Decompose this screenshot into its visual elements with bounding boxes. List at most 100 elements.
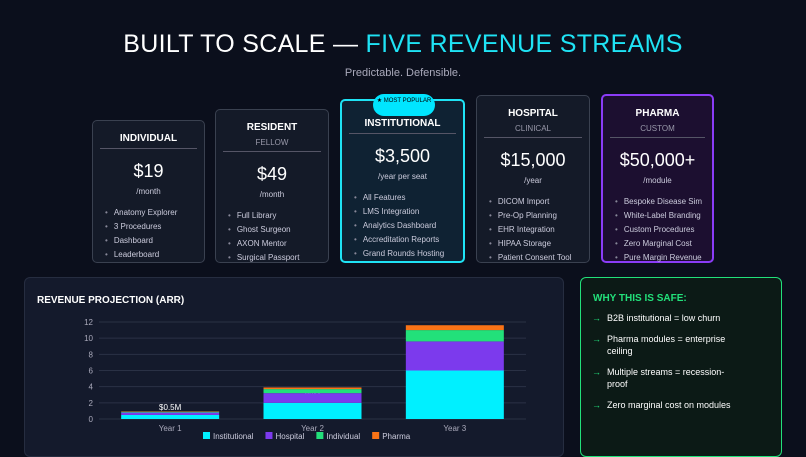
feature-list: Anatomy Explorer3 ProceduresDashboardLea…	[93, 206, 177, 262]
plan-name: RESIDENT	[247, 122, 298, 133]
bar-segment	[406, 330, 504, 341]
why-item: Pharma modules = enterprise ceiling	[592, 333, 741, 357]
plan-card: RESIDENT FELLOW $49/month Full LibraryGhost…	[215, 109, 329, 263]
legend-label: Institutional	[213, 432, 254, 441]
x-tick-label: Year 2	[301, 424, 324, 433]
bar-segment	[406, 325, 504, 330]
plan-period: /module	[643, 176, 671, 185]
y-tick-label: 10	[84, 334, 93, 343]
divider	[610, 137, 706, 138]
bar-segment	[406, 371, 504, 420]
plan-card: HOSPITAL CLINICAL $15,000/year DICOM Import…	[476, 95, 590, 263]
chart-panel: REVENUE PROJECTION (ARR) 0 2 4 6 8 10 12 $0.5M Ye…	[24, 277, 564, 457]
legend-swatch	[372, 432, 379, 439]
bar-segment	[121, 413, 219, 415]
plan-name: INDIVIDUAL	[120, 133, 177, 144]
feature: Ghost Surgeon	[228, 223, 300, 237]
feature: Anatomy Explorer	[105, 206, 177, 220]
y-tick-label: 0	[89, 415, 94, 424]
bar-segment	[406, 341, 504, 370]
bar-segment	[264, 387, 362, 389]
legend-swatch	[203, 432, 210, 439]
legend-label: Hospital	[275, 432, 304, 441]
plan-price: $15,000	[500, 150, 565, 171]
why-panel: WHY THIS IS SAFE: B2B institutional = lo…	[580, 277, 782, 457]
feature: Surgical Passport	[228, 251, 300, 265]
why-item: Zero marginal cost on modules	[592, 399, 741, 411]
plan-card: PHARMA CUSTOM $50,000+ /module Bespoke Disea…	[601, 94, 714, 263]
legend-swatch	[316, 432, 323, 439]
chart-title: REVENUE PROJECTION (ARR)	[37, 295, 184, 306]
feature: Analytics Dashboard	[354, 219, 444, 233]
y-tick-label: 6	[89, 367, 94, 376]
plan-name: HOSPITAL	[508, 108, 558, 119]
feature-list: Full LibraryGhost SurgeonAXON MentorSurg…	[216, 209, 300, 265]
y-tick-label: 8	[89, 350, 94, 359]
feature: Zero Marginal Cost	[615, 237, 702, 251]
divider	[100, 148, 198, 149]
why-item: B2B institutional = low churn	[592, 312, 741, 324]
feature: Bespoke Disease Sim	[615, 195, 702, 209]
why-list: B2B institutional = low churn Pharma modu…	[581, 312, 741, 411]
bar-segment	[264, 389, 362, 393]
x-tick-label: Year 1	[159, 424, 182, 433]
y-tick-label: 4	[89, 383, 94, 392]
bar-segment	[121, 415, 219, 419]
divider	[349, 133, 455, 134]
feature: Accreditation Reports	[354, 233, 444, 247]
divider	[484, 137, 583, 138]
feature: All Features	[354, 191, 444, 205]
chart: REVENUE PROJECTION (ARR) 0 2 4 6 8 10 12 $0.5M Ye…	[25, 278, 565, 450]
feature: 3 Procedures	[105, 220, 177, 234]
divider	[223, 151, 322, 152]
plan-card: INDIVIDUAL $19/month Anatomy Explorer3 Pro…	[92, 120, 205, 263]
feature: Patient Consent Tool	[489, 251, 572, 265]
feature: White-Label Branding	[615, 209, 702, 223]
bar-segment	[264, 403, 362, 419]
plan-tier: CUSTOM	[640, 124, 675, 133]
plan-tier: CLINICAL	[515, 124, 551, 133]
feature: Dashboard	[105, 234, 177, 248]
feature-list: DICOM ImportPre-Op PlanningEHR Integrati…	[477, 195, 572, 265]
subtitle: Predictable. Defensible.	[0, 67, 806, 79]
feature: Pre-Op Planning	[489, 209, 572, 223]
legend-label: Individual	[326, 432, 360, 441]
badge: ★ MOST POPULAR	[373, 94, 435, 116]
y-tick-label: 12	[84, 318, 93, 327]
feature-list: All FeaturesLMS IntegrationAnalytics Das…	[342, 191, 444, 261]
feature-list: Bespoke Disease SimWhite-Label BrandingC…	[603, 195, 702, 265]
feature: LMS Integration	[354, 205, 444, 219]
legend-swatch	[265, 432, 272, 439]
plan-period: /year per seat	[378, 172, 427, 181]
plan-price: $50,000+	[620, 150, 696, 171]
feature: HIPAA Storage	[489, 237, 572, 251]
feature: Custom Procedures	[615, 223, 702, 237]
plan-tier: FELLOW	[256, 138, 289, 147]
feature: AXON Mentor	[228, 237, 300, 251]
why-item: Multiple streams = recession-proof	[592, 366, 741, 390]
title-a: BUILT TO SCALE —	[123, 30, 358, 58]
plan-period: /month	[260, 190, 284, 199]
why-title: WHY THIS IS SAFE:	[593, 293, 781, 304]
plan-period: /year	[524, 176, 542, 185]
plan-price: $3,500	[375, 146, 430, 167]
feature: Full Library	[228, 209, 300, 223]
feature: Leaderboard	[105, 248, 177, 262]
feature: DICOM Import	[489, 195, 572, 209]
bar-segment	[264, 393, 362, 403]
title: BUILT TO SCALE — FIVE REVENUE STREAMS	[0, 30, 806, 59]
feature: Pure Margin Revenue	[615, 251, 702, 265]
plan-period: /month	[136, 187, 160, 196]
bar-segment	[121, 412, 219, 413]
value-label: $0.5M	[159, 403, 182, 412]
plan-price: $19	[133, 161, 163, 182]
title-b: FIVE REVENUE STREAMS	[366, 30, 683, 58]
y-tick-label: 2	[89, 399, 94, 408]
feature: EHR Integration	[489, 223, 572, 237]
legend-label: Pharma	[382, 432, 411, 441]
plan-name: INSTITUTIONAL	[364, 118, 440, 129]
plan-name: PHARMA	[636, 108, 680, 119]
plan-price: $49	[257, 164, 287, 185]
